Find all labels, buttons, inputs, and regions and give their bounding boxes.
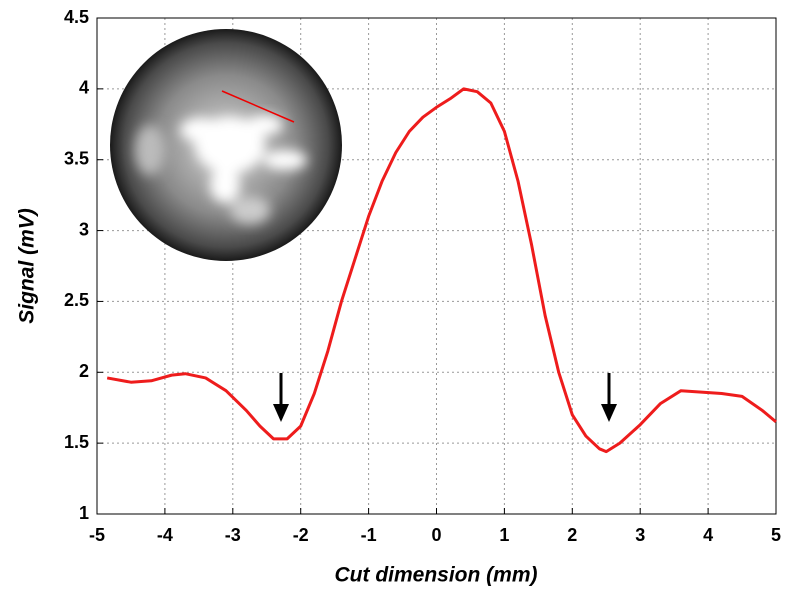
x-tick-label: -1 [361,525,377,545]
y-tick-label: 1 [79,503,89,523]
inset-image [110,29,342,261]
y-tick-label: 3.5 [64,148,89,168]
x-tick-label: 3 [635,525,645,545]
y-tick-label: 4.5 [64,7,89,27]
x-tick-label: -4 [157,525,173,545]
x-tick-label: -3 [225,525,241,545]
x-tick-label: 5 [771,525,781,545]
y-tick-label: 4 [79,78,89,98]
x-tick-label: 1 [499,525,509,545]
y-tick-label: 1.5 [64,432,89,452]
chart: -5 -4 -3 -2 -1 0 1 2 3 4 5 1 1.5 2 2.5 3 3.5 4 4.5 Cut dim… [0,0,788,595]
x-tick-label: 4 [703,525,713,545]
y-tick-label: 2.5 [64,290,89,310]
x-axis-title: Cut dimension (mm) [335,564,538,587]
x-tick-label: -5 [89,525,105,545]
y-tick-label: 2 [79,361,89,381]
y-axis-title: Signal (mV) [16,208,39,324]
y-tick-label: 3 [79,219,89,239]
x-tick-label: 0 [431,525,441,545]
x-tick-label: -2 [293,525,309,545]
x-tick-label: 2 [567,525,577,545]
page: {"chart_data": { "type": "line", "x_labe… [0,0,788,595]
